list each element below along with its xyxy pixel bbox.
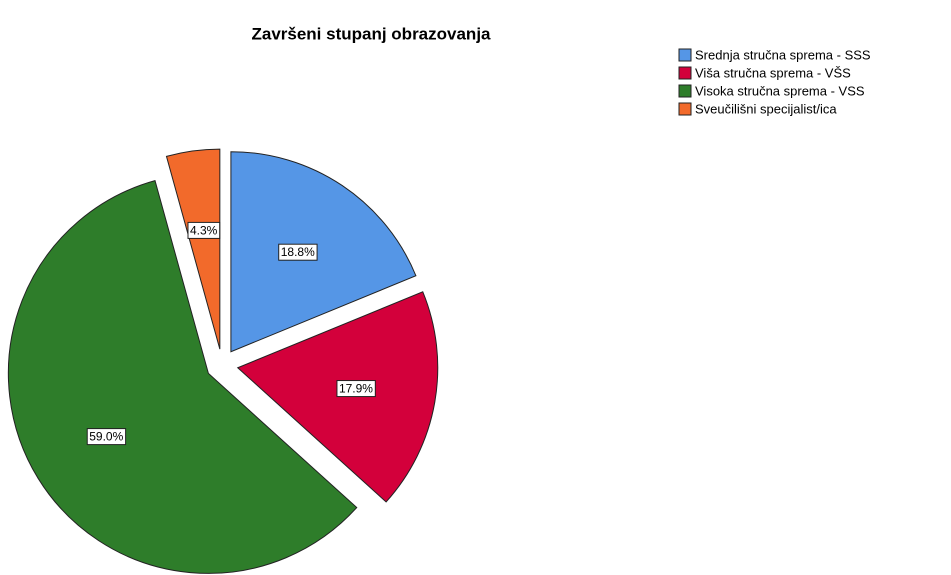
chart-title: Završeni stupanj obrazovanja <box>251 24 491 43</box>
pie-slice <box>165 148 221 350</box>
data-label: 4.3% <box>187 221 221 239</box>
legend-swatch <box>678 48 692 62</box>
legend-swatch <box>678 102 692 116</box>
data-label-text: 59.0% <box>89 430 123 444</box>
data-label-text: 4.3% <box>190 223 218 237</box>
data-label-box <box>336 380 376 398</box>
legend-label: Visoka stručna sprema - VSS <box>695 83 865 98</box>
legend-label: Viša stručna sprema - VŠS <box>695 65 851 80</box>
pie-slice <box>7 180 358 574</box>
data-label-text: 18.8% <box>281 245 315 259</box>
pie-slice <box>230 151 417 353</box>
legend-swatch <box>678 66 692 80</box>
legend-swatch <box>678 84 692 98</box>
data-label-box <box>278 243 318 261</box>
data-label: 18.8% <box>278 243 318 261</box>
data-label: 59.0% <box>86 428 127 446</box>
data-label-box <box>86 428 127 446</box>
legend-label: Sveučilišni specijalist/ica <box>695 101 837 116</box>
data-label-text: 17.9% <box>339 382 373 396</box>
data-label-box <box>187 221 221 239</box>
legend-label: Srednja stručna sprema - SSS <box>695 47 871 62</box>
data-label: 17.9% <box>336 380 376 398</box>
